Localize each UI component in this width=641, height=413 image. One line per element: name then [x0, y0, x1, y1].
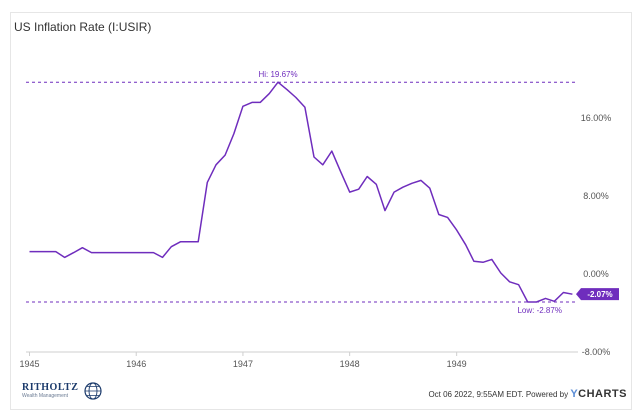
globe-icon: [84, 382, 102, 400]
ycharts-logo-y: Y: [570, 388, 579, 400]
x-tick-label: 1948: [340, 359, 360, 369]
y-tick-label: 0.00%: [583, 269, 609, 279]
inflation-series-line: [29, 81, 573, 303]
footer-credit: Oct 06 2022, 9:55AM EDT. Powered by YCHA…: [428, 388, 627, 400]
x-tick-label: 1945: [19, 359, 39, 369]
ritholtz-logo: RITHOLTZ Wealth Management: [22, 380, 102, 404]
low-label: Low: -2.87%: [517, 306, 561, 315]
y-tick-label: 8.00%: [583, 191, 609, 201]
chart-frame: [10, 12, 632, 410]
ycharts-logo[interactable]: YCHARTS: [570, 388, 627, 400]
footer-text: Oct 06 2022, 9:55AM EDT. Powered by: [428, 390, 569, 399]
y-tick-label: 16.00%: [581, 113, 612, 123]
high-label: Hi: 19.67%: [258, 70, 297, 79]
last-value-badge: [576, 288, 619, 301]
ycharts-logo-rest: CHARTS: [578, 388, 627, 400]
x-tick-label: 1949: [447, 359, 467, 369]
y-tick-label: -8.00%: [582, 347, 611, 357]
series-layer: [29, 81, 573, 303]
label-layer: Hi: 19.67% Low: -2.87% -2.07%: [258, 70, 619, 315]
last-value-label: -2.07%: [587, 290, 612, 299]
x-tick-label: 1947: [233, 359, 253, 369]
ritholtz-logo-name: RITHOLTZ: [22, 382, 79, 393]
axis-layer: 1945 1946 1947 1948 1949 16.00% 8.00% 0.00% -8.0…: [19, 113, 611, 369]
chart-title: US Inflation Rate (I:USIR): [14, 20, 152, 34]
ritholtz-logo-sub: Wealth Management: [22, 393, 69, 399]
reference-lines: [26, 81, 578, 303]
x-tick-label: 1946: [126, 359, 146, 369]
